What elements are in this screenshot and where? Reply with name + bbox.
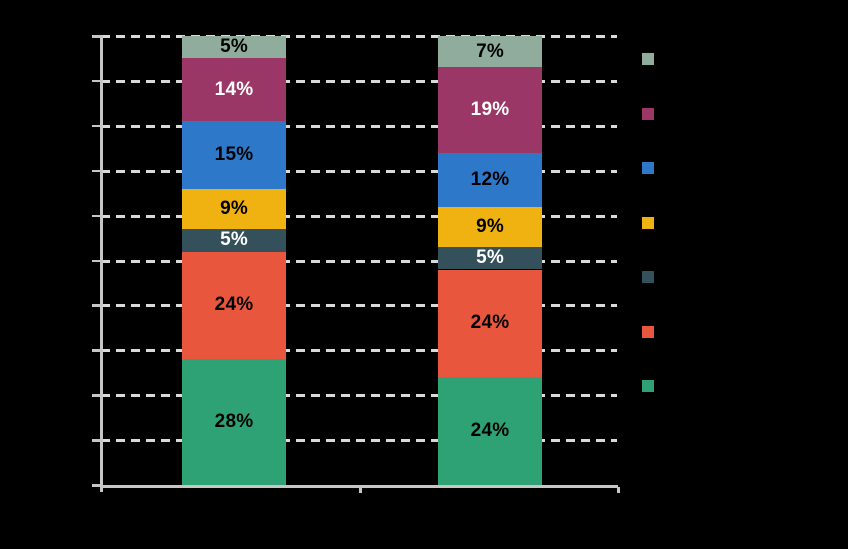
y-axis xyxy=(100,35,103,492)
purple-segment: 14% xyxy=(182,58,286,122)
legend-swatch xyxy=(642,380,654,392)
stacked-bar: 24% 24% 5% 9% 12% 19% 7% xyxy=(438,36,542,485)
y-axis-tick xyxy=(92,304,101,307)
blue-segment: 12% xyxy=(438,152,542,207)
slate-segment: 5% xyxy=(182,229,286,252)
y-axis-tick xyxy=(92,169,101,173)
y-axis-tick xyxy=(92,259,101,262)
gridline xyxy=(101,304,617,308)
segment-label: 5% xyxy=(220,36,248,58)
green-segment: 24% xyxy=(438,377,542,485)
y-axis-tick xyxy=(92,349,101,352)
legend-swatch xyxy=(642,271,654,283)
y-axis-tick xyxy=(92,214,101,218)
legend-swatch xyxy=(642,162,654,174)
red-segment: 24% xyxy=(438,269,542,378)
sage-segment: 7% xyxy=(438,36,542,68)
segment-label: 24% xyxy=(214,294,254,316)
segment-label: 12% xyxy=(470,168,510,190)
gridline xyxy=(101,394,617,398)
legend-swatch xyxy=(642,108,654,120)
segment-label: 9% xyxy=(220,197,248,219)
y-axis-tick xyxy=(92,79,101,83)
slate-segment: 5% xyxy=(438,247,542,270)
gridline xyxy=(101,35,617,38)
x-axis-tick xyxy=(359,487,362,493)
segment-label: 7% xyxy=(476,40,504,62)
y-axis-tick xyxy=(92,439,101,442)
gridline xyxy=(101,439,617,443)
gridline xyxy=(101,169,617,173)
gridline xyxy=(101,214,617,218)
segment-label: 14% xyxy=(214,78,254,100)
segment-label: 15% xyxy=(214,144,254,165)
x-axis xyxy=(100,485,618,488)
stacked-bar: 28% 24% 5% 9% 15% 14% 5% xyxy=(182,36,286,485)
gridline xyxy=(101,349,617,353)
gridline xyxy=(101,79,617,83)
gridline xyxy=(101,124,617,128)
legend-swatch xyxy=(642,53,654,65)
y-axis-tick xyxy=(92,394,101,397)
x-axis-tick xyxy=(617,487,620,493)
gridline xyxy=(101,259,617,263)
y-axis-tick xyxy=(92,124,101,128)
segment-label: 5% xyxy=(220,229,248,251)
blue-segment: 15% xyxy=(182,121,286,189)
yellow-segment: 9% xyxy=(438,206,542,248)
segment-label: 5% xyxy=(476,247,504,269)
segment-label: 24% xyxy=(470,420,510,442)
segment-label: 28% xyxy=(214,411,254,433)
sage-segment: 5% xyxy=(182,36,286,59)
segment-label: 9% xyxy=(476,215,504,237)
legend-swatch xyxy=(642,326,654,338)
segment-label: 19% xyxy=(470,99,510,121)
green-segment: 28% xyxy=(182,359,286,485)
yellow-segment: 9% xyxy=(182,188,286,230)
segment-label: 24% xyxy=(470,312,510,334)
y-axis-tick xyxy=(92,484,101,487)
y-axis-tick xyxy=(92,35,101,38)
purple-segment: 19% xyxy=(438,67,542,153)
legend-swatch xyxy=(642,217,654,229)
red-segment: 24% xyxy=(182,251,286,360)
